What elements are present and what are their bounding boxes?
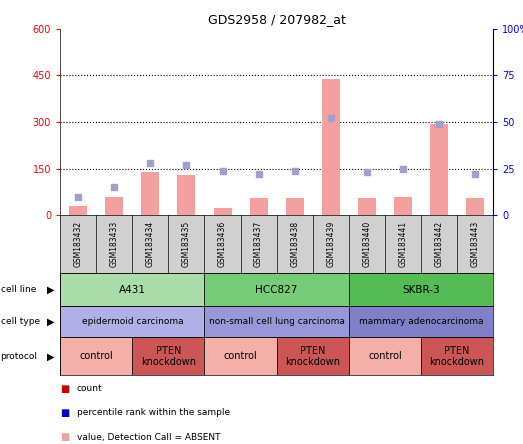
Text: GSM183432: GSM183432	[74, 221, 83, 267]
Text: PTEN
knockdown: PTEN knockdown	[141, 345, 196, 367]
Title: GDS2958 / 207982_at: GDS2958 / 207982_at	[208, 13, 346, 26]
Text: GSM183439: GSM183439	[326, 221, 335, 267]
Text: control: control	[368, 351, 402, 361]
Text: protocol: protocol	[1, 352, 38, 361]
Text: epidermoid carcinoma: epidermoid carcinoma	[82, 317, 183, 326]
Bar	[204, 337, 277, 375]
Bar	[358, 198, 376, 215]
Text: GSM183435: GSM183435	[182, 221, 191, 267]
Bar	[394, 197, 412, 215]
Text: PTEN
knockdown: PTEN knockdown	[285, 345, 340, 367]
Text: ▶: ▶	[47, 351, 54, 361]
Bar	[69, 206, 87, 215]
Bar	[204, 273, 349, 306]
Bar	[105, 197, 123, 215]
Text: GSM183434: GSM183434	[146, 221, 155, 267]
Bar	[421, 337, 493, 375]
Text: control: control	[224, 351, 257, 361]
Text: percentile rank within the sample: percentile rank within the sample	[77, 408, 230, 417]
Bar	[349, 337, 421, 375]
Bar	[60, 273, 204, 306]
Bar	[249, 198, 268, 215]
Text: ▶: ▶	[47, 317, 54, 327]
Text: count: count	[77, 384, 103, 393]
Bar	[322, 79, 340, 215]
Bar	[466, 198, 484, 215]
Bar	[349, 273, 493, 306]
Bar	[60, 306, 204, 337]
Text: SKBR-3: SKBR-3	[402, 285, 440, 295]
Text: A431: A431	[119, 285, 146, 295]
Bar	[286, 198, 304, 215]
Text: GSM183437: GSM183437	[254, 221, 263, 267]
Text: ■: ■	[60, 432, 70, 442]
Bar	[204, 306, 349, 337]
Text: cell type: cell type	[1, 317, 40, 326]
Text: cell line: cell line	[1, 285, 36, 294]
Text: non-small cell lung carcinoma: non-small cell lung carcinoma	[209, 317, 345, 326]
Bar	[177, 175, 196, 215]
Text: control: control	[79, 351, 113, 361]
Bar	[349, 306, 493, 337]
Text: GSM183441: GSM183441	[399, 221, 407, 267]
Text: GSM183440: GSM183440	[362, 221, 371, 267]
Text: ■: ■	[60, 384, 70, 393]
Text: ▶: ▶	[47, 285, 54, 295]
Bar	[141, 172, 160, 215]
Text: mammary adenocarcinoma: mammary adenocarcinoma	[359, 317, 483, 326]
Bar	[60, 337, 132, 375]
Text: GSM183442: GSM183442	[435, 221, 444, 267]
Text: PTEN
knockdown: PTEN knockdown	[429, 345, 485, 367]
Bar	[277, 337, 349, 375]
Bar	[213, 208, 232, 215]
Text: GSM183438: GSM183438	[290, 221, 299, 267]
Bar	[132, 337, 204, 375]
Text: HCC827: HCC827	[255, 285, 298, 295]
Text: GSM183433: GSM183433	[110, 221, 119, 267]
Text: ■: ■	[60, 408, 70, 418]
Bar	[430, 123, 448, 215]
Text: value, Detection Call = ABSENT: value, Detection Call = ABSENT	[77, 433, 220, 442]
Text: GSM183436: GSM183436	[218, 221, 227, 267]
Text: GSM183443: GSM183443	[471, 221, 480, 267]
